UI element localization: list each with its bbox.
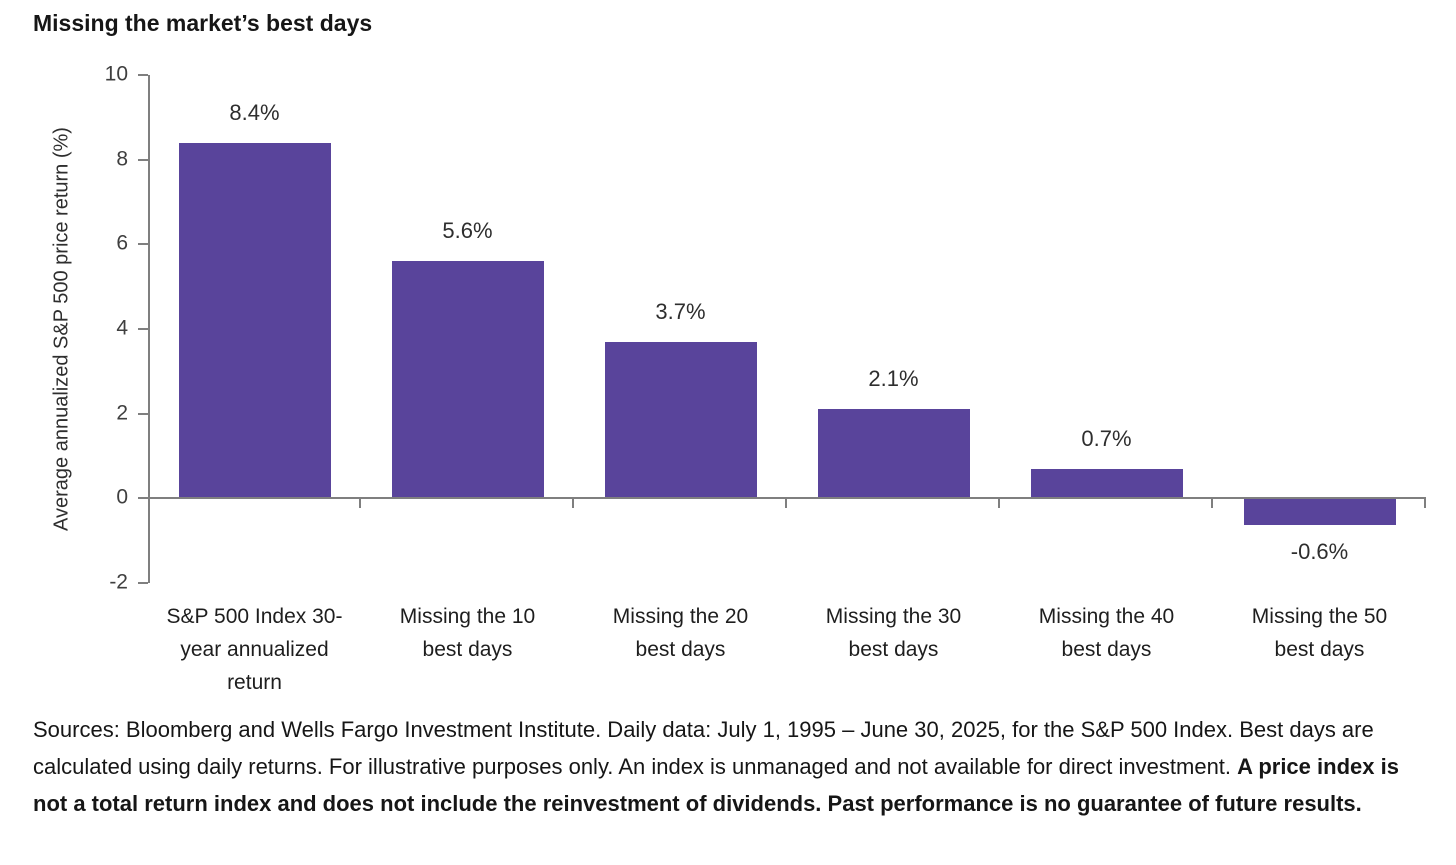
bar <box>391 261 544 499</box>
x-category-label-line: Missing the 20 <box>612 605 749 628</box>
y-axis-label: Average annualized S&P 500 price return … <box>50 127 73 531</box>
x-category-label-line: year annualized <box>180 638 329 661</box>
bar <box>1030 468 1183 499</box>
x-category-label: Missing the 20 best days <box>569 600 793 666</box>
x-axis-tick <box>785 499 787 509</box>
x-axis-tick <box>998 499 1000 509</box>
y-axis-line <box>148 75 150 583</box>
x-category-label-line: best days <box>422 638 513 661</box>
x-axis-zero-line <box>148 497 1426 500</box>
footer-disclaimer-text: A price index is not a total return inde… <box>33 754 1399 816</box>
y-axis-tick-label: 0 <box>116 485 128 509</box>
x-axis-tick <box>1211 499 1213 509</box>
chart-title: Missing the market’s best days <box>33 10 373 36</box>
y-axis-tick-label: 10 <box>104 62 128 86</box>
x-category-label-line: Missing the 50 <box>1251 605 1388 628</box>
y-axis-tick-label: 4 <box>116 316 128 340</box>
x-axis-tick <box>1424 499 1426 509</box>
bar-value-label: 0.7% <box>1081 425 1132 451</box>
y-axis-tick <box>138 74 148 76</box>
x-category-label-line: Missing the 30 <box>825 605 962 628</box>
bar <box>604 341 757 499</box>
x-category-label-line: best days <box>848 638 939 661</box>
y-axis-tick-label: 8 <box>116 147 128 171</box>
x-category-label: Missing the 40 best days <box>995 600 1219 666</box>
x-axis-tick <box>572 499 574 509</box>
x-category-label: Missing the 30 best days <box>782 600 1006 666</box>
bar <box>817 409 970 499</box>
x-category-label: S&P 500 Index 30- year annualized return <box>143 600 367 699</box>
plot-area: 10 8 6 4 2 0 -2 8.4% 5.6% 3.7% 2.1% 0.7% -0.6% <box>105 63 1426 594</box>
y-axis-tick-label: 2 <box>116 401 128 425</box>
y-axis-tick <box>138 158 148 161</box>
x-category-label-line: return <box>227 671 282 694</box>
x-category-label-line: best days <box>635 638 726 661</box>
y-axis-tick-label: 6 <box>116 231 128 255</box>
bar <box>178 142 331 499</box>
x-category-label-line: best days <box>1061 638 1152 661</box>
x-category-label-line: Missing the 40 <box>1038 605 1175 628</box>
x-category-label: Missing the 50 best days <box>1208 600 1432 666</box>
footer-text: Sources: Bloomberg and Wells Fargo Inves… <box>33 711 1433 822</box>
x-category-label-line: best days <box>1274 638 1365 661</box>
x-category-label-line: Missing the 10 <box>399 605 536 628</box>
bar-value-label: -0.6% <box>1290 538 1349 564</box>
x-axis-tick <box>359 499 361 509</box>
bar <box>1243 499 1396 525</box>
y-axis-tick <box>138 582 148 584</box>
bar-value-label: 3.7% <box>655 298 706 324</box>
y-axis-tick <box>138 243 148 246</box>
bar-value-label: 5.6% <box>442 218 493 244</box>
footer-sources-text: Sources: Bloomberg and Wells Fargo Inves… <box>33 717 1374 779</box>
bar-value-label: 8.4% <box>229 99 280 125</box>
y-axis-tick <box>138 497 148 500</box>
y-axis-tick <box>138 328 148 330</box>
y-axis-tick <box>138 412 148 415</box>
x-category-label-line: S&P 500 Index 30- <box>166 605 343 628</box>
x-category-label: Missing the 10 best days <box>356 600 580 666</box>
bar-value-label: 2.1% <box>868 366 919 392</box>
y-axis-tick-label: -2 <box>109 570 128 594</box>
